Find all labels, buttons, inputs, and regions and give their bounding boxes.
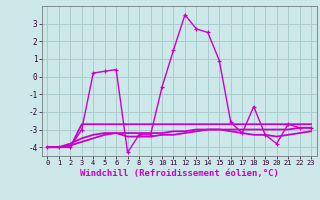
X-axis label: Windchill (Refroidissement éolien,°C): Windchill (Refroidissement éolien,°C) — [80, 169, 279, 178]
